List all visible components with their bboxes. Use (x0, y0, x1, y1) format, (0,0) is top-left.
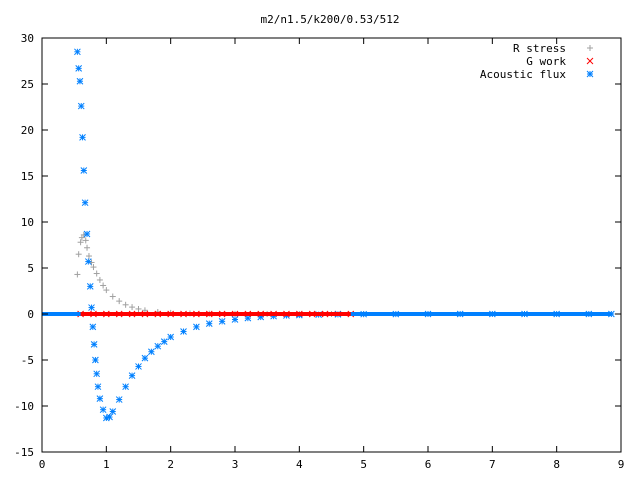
acoustic-flux-point (122, 383, 129, 391)
r-stress-point (75, 251, 82, 258)
y-tick-label: -5 (21, 354, 34, 367)
acoustic-flux-point (77, 102, 85, 110)
acoustic-flux-point (76, 77, 84, 85)
acoustic-flux-point (244, 314, 252, 322)
acoustic-flux-point (93, 370, 101, 378)
y-tick-label: 10 (21, 216, 34, 229)
r-stress-point (84, 244, 91, 251)
x-tick-label: 3 (232, 458, 239, 471)
x-tick-label: 5 (360, 458, 367, 471)
r-stress-point (109, 293, 116, 300)
x-tick-label: 1 (103, 458, 110, 471)
acoustic-flux-point (92, 356, 99, 364)
acoustic-flux-point (128, 372, 136, 379)
y-tick-label: 20 (21, 124, 34, 137)
acoustic-flux-point (193, 323, 200, 331)
acoustic-flux-point (96, 395, 104, 402)
legend-label-acoustic-flux: Acoustic flux (480, 68, 566, 81)
series-acoustic-flux (74, 48, 615, 422)
acoustic-flux-point (218, 318, 226, 325)
acoustic-flux-point (148, 348, 155, 356)
acoustic-flux-point (135, 363, 142, 370)
axes: 0 1 2 3 4 5 6 7 8 9 -15 -10 -5 0 5 10 15 20 25 30 (14, 32, 624, 471)
acoustic-flux-point (81, 199, 89, 207)
acoustic-flux-point (94, 383, 102, 391)
acoustic-flux-point (205, 320, 213, 328)
x-tick-label: 0 (39, 458, 46, 471)
y-tick-label: 5 (27, 262, 34, 275)
r-stress-point (90, 264, 97, 271)
r-stress-point (93, 270, 100, 277)
legend-marker-g-work (586, 57, 594, 65)
legend-label-g-work: G work (526, 55, 566, 68)
acoustic-flux-point (109, 408, 117, 415)
legend-label-r-stress: R stress (513, 42, 566, 55)
acoustic-flux-point (80, 167, 88, 174)
r-stress-point (116, 298, 123, 305)
y-tick-label: 25 (21, 78, 34, 91)
chart-title: m2/n1.5/k200/0.53/512 (260, 13, 399, 26)
acoustic-flux-point (90, 341, 98, 348)
g-work-baseline (80, 312, 351, 316)
y-tick-label: 30 (21, 32, 34, 45)
r-stress-point (135, 305, 142, 312)
r-stress-point (122, 301, 129, 308)
series-r-stress (74, 231, 367, 317)
x-tick-label: 6 (425, 458, 432, 471)
legend-marker-acoustic-flux (586, 70, 594, 78)
acoustic-flux-point (160, 338, 168, 345)
r-stress-point (85, 253, 92, 260)
r-stress-point (103, 287, 110, 294)
y-tick-label: -15 (14, 446, 34, 459)
acoustic-flux-point (89, 323, 97, 331)
acoustic-flux-point (231, 316, 239, 323)
acoustic-flux-point (88, 304, 95, 311)
legend: R stress G work Acoustic flux (480, 42, 594, 81)
r-stress-point (82, 237, 89, 244)
acoustic-flux-point (180, 328, 187, 335)
r-stress-point (96, 276, 103, 283)
r-stress-point (74, 271, 81, 278)
plot-area (42, 48, 615, 422)
plot-frame (41, 37, 622, 453)
acoustic-flux-point (79, 134, 86, 141)
legend-marker-r-stress (587, 45, 593, 51)
acoustic-flux-point (106, 413, 113, 421)
x-tick-label: 9 (618, 458, 625, 471)
acoustic-flux-point (83, 230, 91, 238)
acoustic-flux-point (115, 396, 123, 403)
acoustic-flux-point (86, 283, 94, 290)
y-tick-label: 15 (21, 170, 34, 183)
legend-markers (586, 45, 594, 78)
acoustic-flux-point (141, 354, 149, 362)
acoustic-flux-point (99, 406, 107, 414)
y-tick-label: 0 (27, 308, 34, 321)
acoustic-flux-point (154, 342, 162, 350)
x-tick-label: 2 (167, 458, 174, 471)
acoustic-flux-point (167, 333, 175, 341)
acoustic-flux-point (84, 258, 92, 265)
x-tick-label: 7 (489, 458, 496, 471)
acoustic-flux-point (74, 48, 81, 56)
x-tick-label: 8 (553, 458, 560, 471)
y-tick-label: -10 (14, 400, 34, 413)
r-stress-point (77, 239, 84, 246)
acoustic-flux-point (75, 65, 83, 72)
r-stress-point (100, 282, 107, 289)
x-tick-label: 4 (296, 458, 303, 471)
r-stress-point (129, 304, 136, 311)
